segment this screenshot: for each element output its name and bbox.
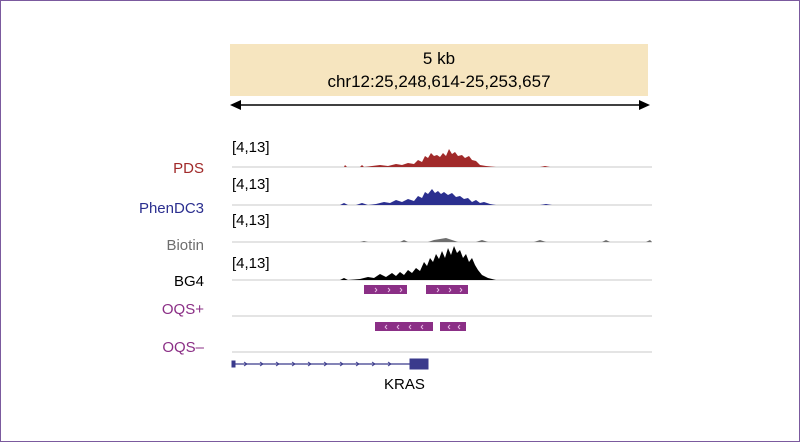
track-label-phendc3: PhenDC3 (138, 200, 204, 217)
locus-coordinates: chr12:25,248,614-25,253,657 (327, 72, 551, 91)
range-label-biotin: [4,13] (232, 212, 270, 229)
oqs-plus-features (364, 285, 468, 294)
range-label-bg4: [4,13] (232, 255, 270, 272)
oqs-plus-feature-1 (364, 285, 407, 294)
oqs-minus-feature-2 (440, 322, 466, 331)
signal-track-bg4 (232, 246, 652, 280)
span-arrow (230, 100, 650, 110)
oqs-minus-features (375, 322, 466, 331)
range-label-pds: [4,13] (232, 139, 270, 156)
oqs-minus-feature-1 (375, 322, 433, 331)
range-label-phendc3: [4,13] (232, 176, 270, 193)
gene-model-icon (231, 358, 429, 370)
signal-track-biotin (232, 238, 652, 242)
track-label-oqs-minus: OQS– (162, 339, 204, 356)
track-label-oqs-plus: OQS+ (161, 301, 204, 318)
gene-name-label: KRAS (384, 376, 425, 393)
signal-track-phendc3 (232, 189, 652, 205)
oqs-plus-feature-2 (426, 285, 468, 294)
track-label-pds: PDS (173, 160, 204, 177)
scale-label: 5 kb (422, 49, 456, 68)
track-label-biotin: Biotin (166, 237, 204, 254)
signal-track-pds (232, 149, 652, 167)
locus-header: 5 kb chr12:25,248,614-25,253,657 (230, 44, 648, 96)
track-label-bg4: BG4 (173, 273, 204, 290)
